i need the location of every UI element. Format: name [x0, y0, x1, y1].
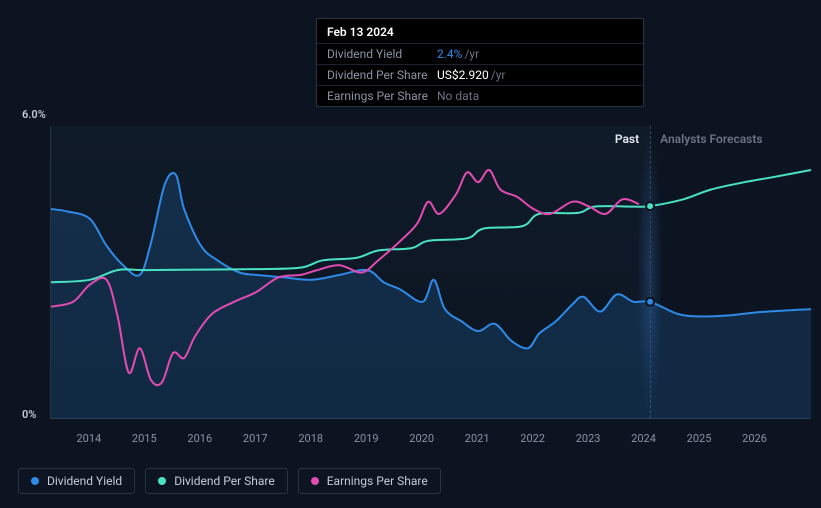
chart-legend: Dividend Yield Dividend Per Share Earnings… [18, 468, 441, 494]
x-tick: 2018 [298, 432, 323, 445]
x-tick: 2021 [465, 432, 490, 445]
legend-item-label: Earnings Per Share [327, 474, 428, 488]
series-dot-dividend_yield [646, 298, 654, 306]
x-tick: 2015 [132, 432, 157, 445]
tooltip-row-label: Dividend Yield [327, 47, 437, 61]
legend-item-label: Dividend Yield [47, 474, 122, 488]
tooltip-row-unit: /yr [491, 68, 506, 82]
series-dot-dividend_per_share [646, 202, 654, 210]
tooltip-row: Dividend Per ShareUS$2.920 /yr [317, 64, 643, 85]
x-tick: 2019 [354, 432, 379, 445]
tooltip-row-value: US$2.920 [437, 68, 489, 82]
x-axis-ticks: 2014 2015 2016 2017 2018 2019 2020 2021 2022 2023… [50, 426, 810, 446]
legend-dot-icon [31, 477, 39, 485]
x-tick: 2017 [243, 432, 268, 445]
tooltip-row-nodata: No data [437, 89, 479, 103]
x-tick: 2022 [520, 432, 545, 445]
tooltip-row-label: Dividend Per Share [327, 68, 437, 82]
legend-item-label: Dividend Per Share [174, 474, 275, 488]
x-tick: 2025 [687, 432, 712, 445]
y-axis-max-label: 6.0% [22, 108, 46, 121]
chart-tooltip: Feb 13 2024 Dividend Yield2.4% /yrDivide… [316, 18, 644, 107]
tooltip-row-value: 2.4% [437, 47, 462, 61]
x-tick: 2023 [576, 432, 601, 445]
tooltip-row-label: Earnings Per Share [327, 89, 437, 103]
x-tick: 2024 [631, 432, 656, 445]
tooltip-row: Earnings Per ShareNo data [317, 85, 643, 106]
legend-item-earnings_per_share[interactable]: Earnings Per Share [298, 468, 441, 494]
chart-plot-area[interactable]: Past Analysts Forecasts [50, 126, 810, 419]
tooltip-row: Dividend Yield2.4% /yr [317, 43, 643, 64]
y-axis-min-label: 0% [22, 408, 36, 421]
chart-svg [51, 126, 810, 418]
x-tick: 2020 [409, 432, 434, 445]
legend-item-dividend_yield[interactable]: Dividend Yield [18, 468, 135, 494]
x-tick: 2014 [76, 432, 101, 445]
tooltip-date: Feb 13 2024 [317, 19, 643, 43]
series-area-dividend_yield [51, 173, 811, 419]
x-tick: 2016 [187, 432, 212, 445]
legend-item-dividend_per_share[interactable]: Dividend Per Share [145, 468, 288, 494]
tooltip-row-unit: /yr [464, 47, 479, 61]
legend-dot-icon [158, 477, 166, 485]
legend-dot-icon [311, 477, 319, 485]
x-tick: 2026 [742, 432, 767, 445]
